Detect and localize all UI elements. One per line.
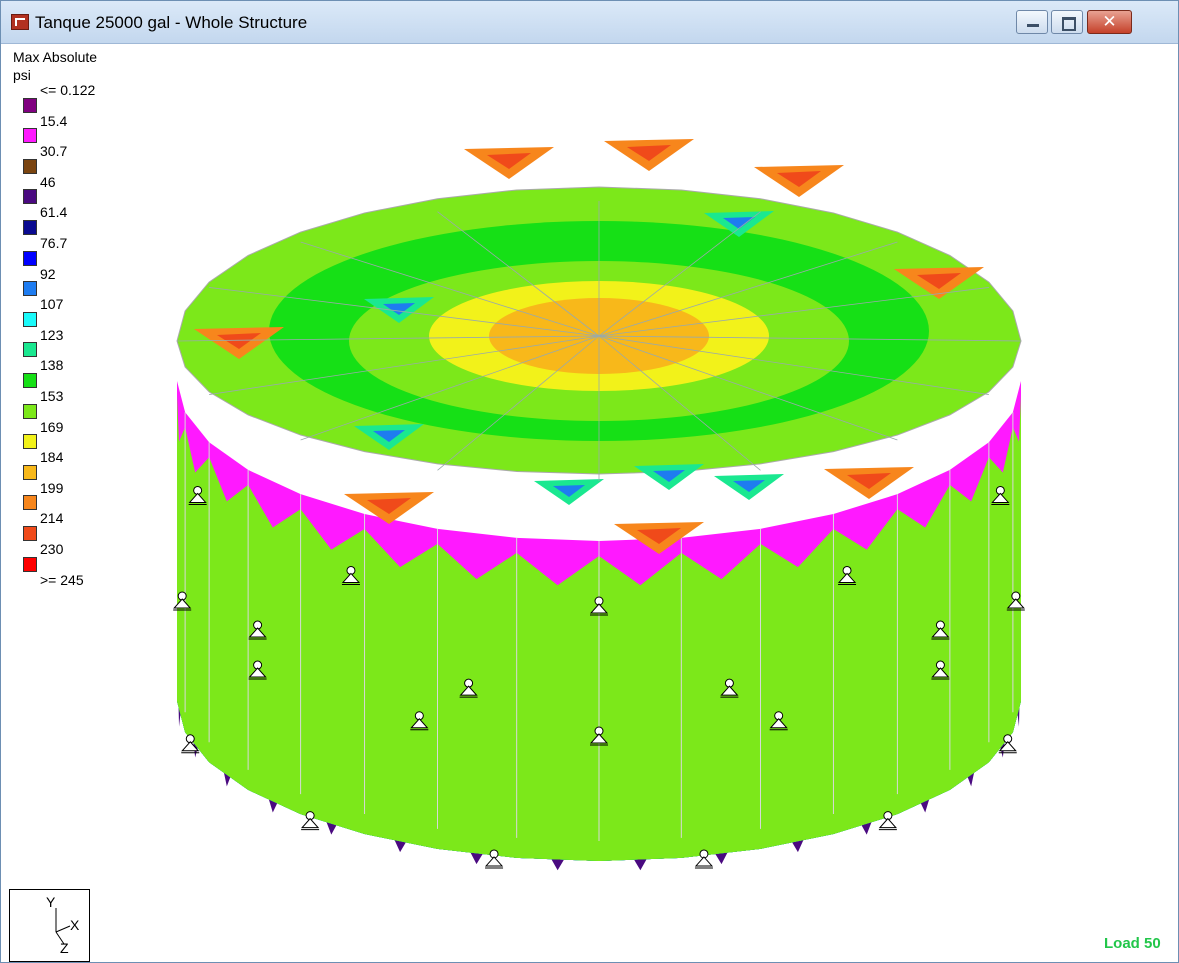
legend-value: <= 0.122 — [40, 82, 96, 98]
legend-swatch — [23, 403, 37, 419]
maximize-button[interactable] — [1051, 10, 1083, 34]
title-bar[interactable]: Tanque 25000 gal - Whole Structure ✕ — [1, 1, 1178, 44]
legend-value: >= 245 — [40, 571, 84, 588]
legend-unit: psi — [13, 67, 31, 83]
axis-orientation-indicator: Y X Z — [9, 889, 90, 962]
legend-value: 138 — [40, 357, 64, 374]
legend-swatch — [23, 342, 37, 358]
legend-swatch — [23, 281, 37, 297]
minimize-button[interactable] — [1016, 10, 1048, 34]
legend-value: 107 — [40, 296, 64, 313]
legend-value: 199 — [40, 479, 64, 496]
axis-z-label: Z — [60, 940, 69, 956]
load-case-label: Load 50 — [1104, 935, 1161, 952]
legend-swatch — [23, 189, 37, 205]
legend-swatch — [23, 128, 37, 144]
legend-title: Max Absolute — [13, 49, 98, 65]
legend-swatch — [23, 250, 37, 266]
legend-swatch — [23, 220, 37, 235]
legend-swatch — [23, 97, 37, 113]
legend-swatch — [23, 556, 37, 572]
legend-value: 184 — [40, 449, 64, 466]
axis-y-label: Y — [46, 894, 56, 910]
legend-swatch — [23, 311, 37, 327]
legend-value: 169 — [40, 418, 64, 435]
legend-value: 15.4 — [40, 112, 68, 129]
legend-value: 92 — [40, 265, 56, 282]
window-title: Tanque 25000 gal - Whole Structure — [35, 13, 308, 32]
legend-value: 153 — [40, 388, 64, 404]
legend-swatch — [23, 158, 37, 174]
app-icon[interactable] — [11, 14, 29, 30]
legend-value: 61.4 — [40, 204, 68, 221]
legend-swatch — [23, 373, 37, 388]
legend-value: 123 — [40, 326, 64, 343]
legend-value: 230 — [40, 541, 64, 557]
legend-swatch — [23, 434, 37, 450]
legend-swatch — [23, 464, 37, 480]
legend-swatch — [23, 526, 37, 541]
legend-value: 76.7 — [40, 235, 68, 251]
legend-value: 214 — [40, 510, 64, 527]
stress-legend: Max Absolute psi <= 0.122 15.4 30.7 46 61.4 7… — [13, 48, 163, 588]
close-icon: ✕ — [1102, 12, 1117, 32]
legend-value: 46 — [40, 173, 56, 190]
legend-swatch — [23, 495, 37, 511]
axis-x-label: X — [70, 917, 80, 933]
tank-contour-view[interactable] — [141, 111, 1061, 911]
legend-value: 30.7 — [40, 143, 68, 160]
close-button[interactable]: ✕ — [1087, 10, 1132, 34]
